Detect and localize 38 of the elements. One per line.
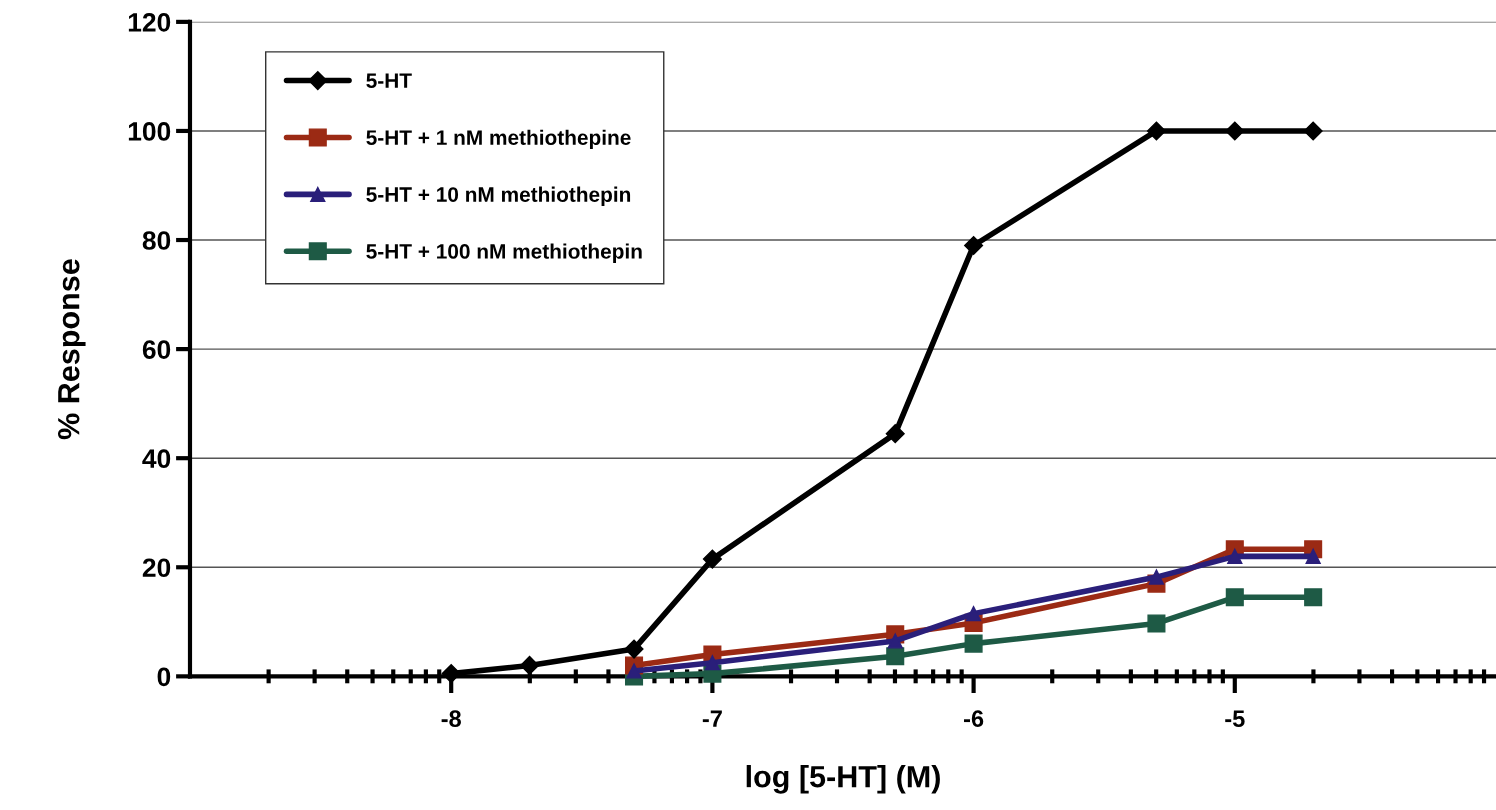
y-tick-label: 80 (142, 231, 171, 250)
point (1304, 588, 1323, 607)
point (887, 633, 903, 649)
point (964, 235, 984, 256)
point (885, 424, 905, 444)
legend-label: 5-HT + 10 nM methiothepin (366, 186, 631, 207)
point (1148, 569, 1165, 585)
point (965, 605, 982, 622)
point (626, 663, 642, 679)
y-tick-label: 20 (142, 558, 171, 578)
point (624, 639, 644, 659)
legend-label: 5-HT + 100 nM methiothepin (366, 243, 642, 263)
point (1146, 121, 1166, 141)
legend-label: 5-HT + 1 nM methiothepine (366, 129, 631, 150)
x-axis-title: log [5-HT] (M) (746, 765, 940, 794)
y-axis-title: % Response (57, 259, 86, 440)
legend-label: 5-HT (366, 73, 412, 89)
x-tick-label: -5 (1225, 710, 1245, 728)
y-tick-label: 0 (157, 667, 171, 687)
x-tick-label: -8 (441, 710, 461, 728)
y-tick-label: 60 (142, 340, 171, 359)
x-tick-label: -6 (964, 710, 984, 728)
y-tick-label: 100 (128, 122, 171, 141)
point (1225, 121, 1245, 141)
y-tick-label: 120 (128, 13, 171, 32)
point (1147, 614, 1166, 633)
y-tick-label: 40 (142, 449, 171, 469)
point (886, 647, 905, 666)
point (702, 549, 722, 569)
point (520, 655, 540, 675)
point (964, 634, 983, 653)
point (704, 655, 721, 671)
point (1303, 121, 1323, 141)
point (1225, 588, 1244, 607)
x-tick-label: -7 (702, 710, 722, 727)
point (1305, 548, 1321, 565)
point (441, 664, 461, 684)
point (1227, 548, 1243, 565)
